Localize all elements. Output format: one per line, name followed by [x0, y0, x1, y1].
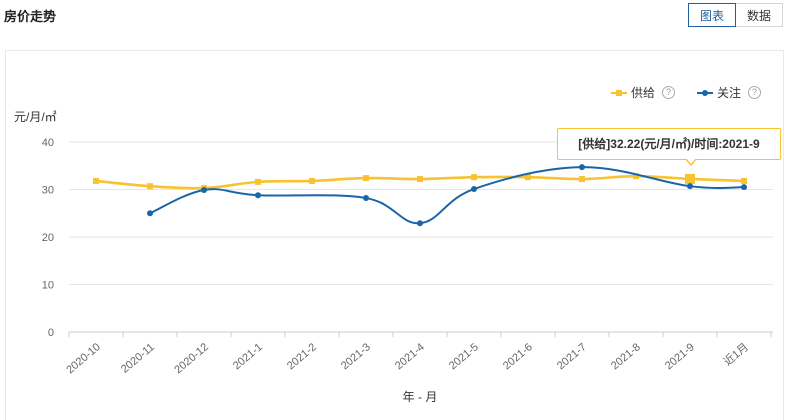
y-tick-label: 30: [42, 185, 54, 197]
x-tick-label: 2021-4: [393, 341, 427, 372]
legend-label-supply: 供给: [631, 86, 656, 100]
data-point[interactable]: [201, 186, 207, 193]
legend-label-attention: 关注: [717, 86, 742, 100]
view-toggle: 图表 数据: [688, 3, 783, 27]
chart-legend: 供给 ? 关注 ?: [611, 84, 762, 101]
x-tick-label: 2020-11: [119, 341, 157, 376]
x-tick-label: 2021-5: [447, 341, 481, 372]
data-point[interactable]: [471, 174, 477, 181]
data-point[interactable]: [525, 174, 531, 181]
x-tick-label: 2021-3: [339, 341, 373, 372]
data-point[interactable]: [417, 220, 423, 227]
data-point[interactable]: [363, 175, 369, 182]
data-point-highlighted[interactable]: [685, 173, 695, 184]
data-point[interactable]: [579, 164, 585, 171]
y-tick-label: 0: [48, 327, 54, 339]
y-tick-label: 20: [42, 232, 54, 244]
view-data-button[interactable]: 数据: [735, 3, 783, 27]
legend-item-supply[interactable]: 供给 ?: [611, 84, 676, 101]
x-tick-label: 2021-9: [663, 341, 697, 372]
circle-marker-icon: [697, 89, 714, 96]
x-tick-label: 2021-6: [501, 341, 535, 372]
x-tick-label: 2020-10: [64, 341, 103, 376]
data-point[interactable]: [471, 186, 477, 193]
data-point[interactable]: [579, 176, 585, 183]
series-attention: [147, 164, 747, 227]
grid-lines: [69, 141, 773, 285]
data-point[interactable]: [147, 183, 153, 190]
data-point[interactable]: [687, 183, 693, 190]
data-point[interactable]: [417, 176, 423, 183]
x-tick-label: 2020-12: [172, 341, 211, 376]
x-tick-label: 近1月: [721, 340, 751, 368]
page-title: 房价走势: [4, 9, 57, 24]
y-tick-label: 10: [42, 280, 54, 292]
chart-panel: [5, 50, 784, 420]
question-circle-icon[interactable]: ?: [662, 86, 676, 99]
x-tick-label: 2021-1: [231, 341, 265, 372]
x-tick-label: 2021-2: [285, 341, 319, 372]
x-axis: 0 10 20 30 40 2020-10 2020-11 2020-12 2021-1 2021…: [42, 137, 773, 376]
legend-item-attention[interactable]: 关注 ?: [697, 84, 762, 101]
series-supply: [93, 173, 747, 192]
data-point[interactable]: [255, 192, 261, 199]
y-axis-title: 元/月/㎡: [14, 110, 57, 124]
x-tick-label: 2021-7: [555, 341, 589, 372]
data-point[interactable]: [255, 178, 261, 185]
data-point[interactable]: [633, 173, 639, 180]
chart-tooltip: [供给]32.22(元/月/㎡)/时间:2021-9: [557, 127, 781, 166]
view-chart-button[interactable]: 图表: [688, 3, 736, 27]
x-tick-label: 2021-8: [609, 341, 643, 372]
series-line: [149, 166, 745, 225]
x-axis-title: 年 - 月: [403, 390, 438, 404]
data-point[interactable]: [147, 210, 153, 217]
data-point[interactable]: [741, 184, 747, 191]
square-marker-icon: [611, 89, 627, 96]
tooltip-text: [供给]32.22(元/月/㎡)/时间:2021-9: [578, 136, 760, 151]
question-circle-icon[interactable]: ?: [748, 86, 762, 99]
series-layer: [93, 164, 747, 227]
data-point[interactable]: [741, 177, 747, 184]
data-point[interactable]: [93, 177, 99, 184]
data-point[interactable]: [309, 177, 315, 184]
data-point[interactable]: [363, 195, 369, 202]
y-tick-label: 40: [42, 137, 54, 149]
